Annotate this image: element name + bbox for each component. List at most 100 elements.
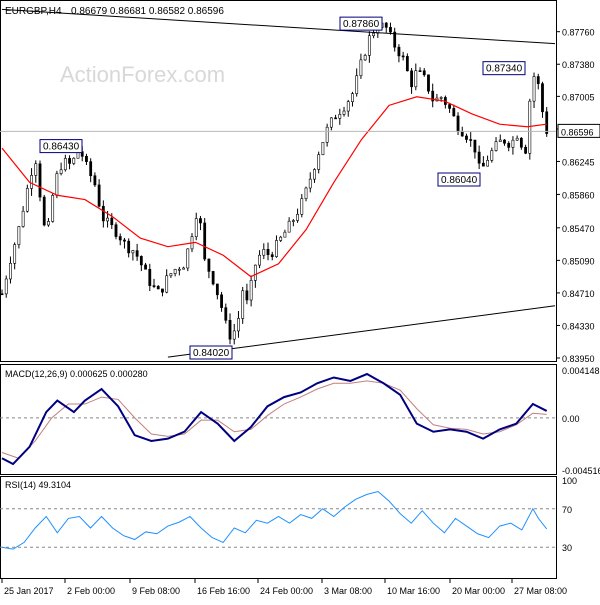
- bull-candle: [372, 32, 375, 37]
- bull-candle: [304, 187, 308, 199]
- bear-candle: [148, 268, 152, 286]
- price-tick-label: 0.86245: [562, 157, 595, 167]
- price-annotation-label: 0.86430: [43, 142, 80, 153]
- bear-candle: [448, 104, 451, 109]
- time-tick-label: 25 Jan 2017: [4, 586, 54, 596]
- bear-candle: [481, 162, 485, 167]
- bull-candle: [262, 249, 266, 256]
- bull-candle: [47, 221, 50, 226]
- bear-candle: [152, 285, 156, 287]
- bear-candle: [156, 286, 160, 290]
- bull-candle: [275, 240, 278, 257]
- bull-candle: [338, 114, 342, 119]
- bull-candle: [63, 158, 67, 171]
- bear-candle: [431, 90, 435, 102]
- bear-candle: [397, 46, 401, 57]
- price-tick-label: 0.87760: [562, 28, 595, 38]
- bear-candle: [38, 163, 42, 198]
- macd-tick-label: -0.004516: [562, 466, 600, 476]
- bear-candle: [541, 83, 544, 113]
- bear-candle: [118, 236, 122, 241]
- price-tick-label: 0.84710: [562, 289, 595, 299]
- bull-candle: [21, 210, 25, 227]
- bull-candle: [308, 178, 312, 189]
- price-layer: 0.86430 0.87860 0.87340 0.86040 0.84020: [0, 8, 556, 360]
- bear-candle: [127, 240, 131, 254]
- macd-title: MACD(12,26,9) 0.000625 0.000280: [5, 369, 148, 379]
- bear-candle: [211, 271, 215, 285]
- bear-candle: [97, 184, 101, 207]
- bull-candle: [351, 93, 354, 102]
- bull-candle: [182, 267, 185, 270]
- bear-candle: [85, 156, 88, 162]
- bull-candle: [131, 250, 135, 254]
- bear-candle: [68, 158, 71, 164]
- price-axis: 0.877600.873800.870050.866240.862450.858…: [556, 28, 600, 364]
- bear-candle: [203, 222, 207, 260]
- bull-candle: [355, 75, 359, 94]
- trendline-upper[interactable]: [1, 8, 556, 45]
- bear-candle: [384, 22, 388, 28]
- bear-candle: [477, 151, 481, 164]
- price-tick-label: 0.85090: [562, 256, 595, 266]
- bull-candle: [329, 117, 333, 128]
- bear-candle: [456, 115, 460, 132]
- price-annotation-label: 0.86040: [441, 175, 478, 186]
- time-tick-label: 9 Feb 08:00: [132, 586, 180, 596]
- bear-candle: [42, 196, 46, 226]
- bear-candle: [199, 218, 202, 224]
- price-annotation-box: [339, 16, 383, 31]
- bull-candle: [528, 100, 532, 154]
- rsi-panel-frame[interactable]: [0, 476, 557, 579]
- macd-panel-frame[interactable]: [0, 364, 557, 475]
- price-annotation-box: [437, 172, 481, 187]
- bear-candle: [93, 175, 97, 186]
- bear-candle: [135, 250, 139, 257]
- macd-layer: MACD(12,26,9) 0.000625 0.000280 0.004148 0…: [0, 366, 600, 476]
- bull-candle: [237, 318, 240, 332]
- bull-candle: [106, 217, 109, 222]
- macd-tick-label: 0.00: [562, 414, 580, 424]
- bear-candle: [114, 224, 118, 237]
- bear-candle: [418, 70, 422, 72]
- price-tick-label: 0.85470: [562, 224, 595, 234]
- current-price-badge: [557, 123, 600, 138]
- bear-candle: [389, 27, 392, 33]
- bear-candle: [507, 142, 511, 148]
- bear-candle: [422, 70, 426, 76]
- bear-candle: [266, 249, 270, 255]
- time-tick-label: 24 Feb 00:00: [260, 586, 313, 596]
- bull-candle: [439, 97, 443, 99]
- price-annotation-label: 0.84020: [193, 348, 230, 359]
- bull-candle: [414, 70, 418, 88]
- time-tick-label: 2 Feb 00:00: [67, 586, 115, 596]
- bull-candle: [363, 55, 367, 61]
- bull-candle: [367, 35, 371, 56]
- bull-candle: [165, 275, 169, 293]
- bear-candle: [245, 290, 249, 301]
- bear-candle: [469, 139, 473, 141]
- time-tick-label: 3 Mar 08:00: [324, 586, 372, 596]
- price-tick-label: 0.87005: [562, 92, 595, 102]
- rsi-tick-label: 30: [562, 543, 572, 553]
- time-tick-label: 16 Feb 16:00: [197, 586, 250, 596]
- bull-candle: [279, 236, 283, 241]
- bull-candle: [296, 213, 299, 221]
- bear-candle: [101, 205, 105, 222]
- bull-candle: [359, 59, 363, 77]
- current-price-label: 0.86596: [561, 127, 594, 137]
- price-tick-label: 0.83950: [562, 354, 595, 364]
- time-axis: 25 Jan 2017 2 Feb 00:00 9 Feb 08:00 16 Feb …: [1, 578, 567, 596]
- macd-tick-label: 0.004148: [562, 366, 600, 376]
- bull-candle: [72, 157, 76, 164]
- bear-candle: [465, 135, 468, 140]
- bear-candle: [89, 161, 93, 177]
- bull-candle: [249, 280, 253, 301]
- bull-candle: [291, 220, 295, 222]
- bear-candle: [215, 283, 219, 296]
- moving-average-line: [1, 96, 547, 278]
- rsi-line: [1, 490, 548, 550]
- price-annotation-label: 0.87860: [343, 19, 380, 30]
